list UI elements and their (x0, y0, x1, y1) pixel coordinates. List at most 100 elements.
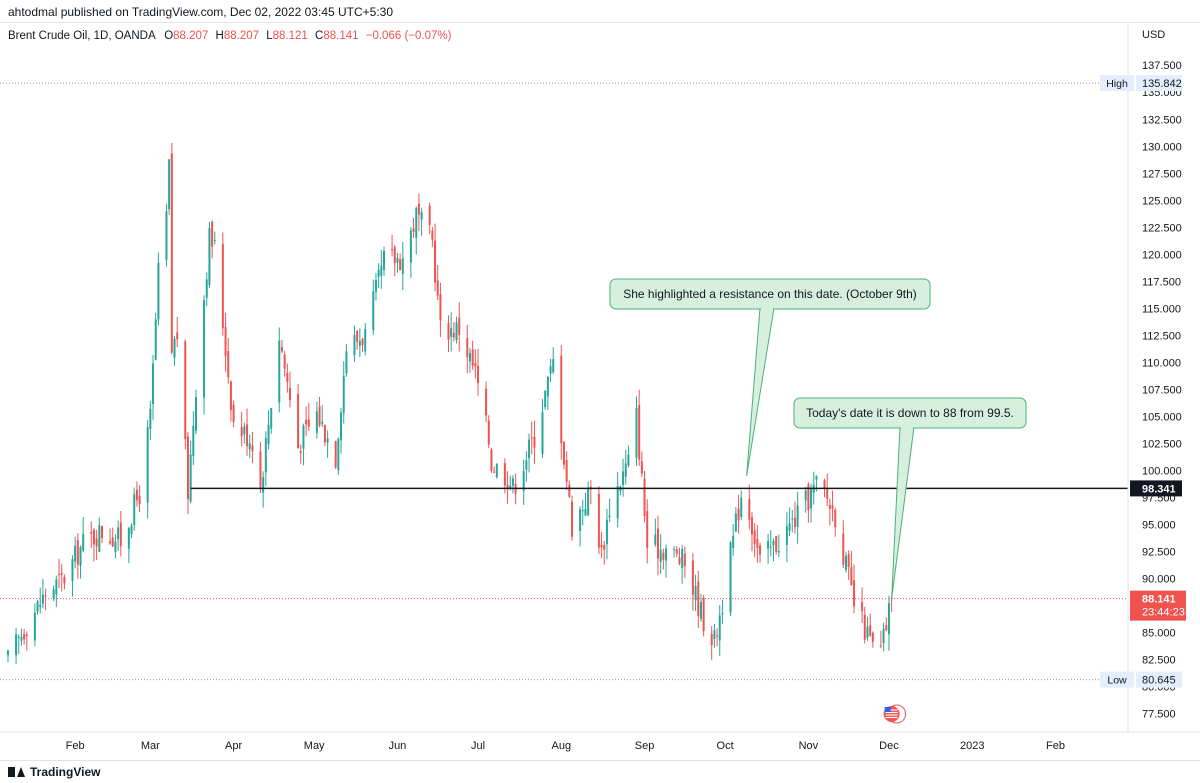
candle-body (342, 375, 345, 413)
candle-body (831, 505, 834, 509)
x-tick-label: Nov (799, 740, 819, 752)
candle-body (251, 445, 254, 452)
candle-body (205, 279, 208, 298)
chart-frame: She highlighted a resistance on this dat… (0, 22, 1200, 760)
resistance-badge-value: 98.341 (1142, 483, 1176, 495)
candle-body (734, 513, 737, 532)
candle-body (117, 527, 120, 540)
candle-body (149, 408, 152, 429)
candle-body (186, 436, 189, 500)
candle-body (211, 221, 214, 247)
candle-body (656, 528, 659, 559)
candle-body (262, 477, 265, 493)
candle-body (638, 404, 641, 460)
candle-body (740, 497, 743, 518)
candle-body (340, 412, 343, 441)
symbol-name: Brent Crude Oil, 1D, OANDA (8, 30, 156, 42)
candle-body (135, 489, 138, 501)
close-value: 88.141 (323, 30, 358, 42)
y-tick-label: 125.000 (1142, 195, 1182, 207)
candle-body (759, 545, 762, 555)
current-price-badge (1130, 590, 1186, 621)
candle-body (127, 527, 130, 549)
candle-body (791, 518, 794, 520)
y-tick-label: 107.500 (1142, 384, 1182, 396)
candle-body (79, 546, 82, 566)
x-tick-label: Sep (635, 740, 655, 752)
candle-body (90, 531, 93, 534)
high-value-bg (1136, 75, 1182, 92)
candle-body (157, 262, 160, 320)
y-tick-label: 82.500 (1142, 655, 1176, 667)
candle-body (603, 544, 606, 550)
candle-body (775, 536, 778, 552)
candle-body (587, 487, 590, 516)
candle-body (114, 541, 117, 553)
tradingview-brand: TradingView (30, 765, 101, 779)
candle-body (55, 579, 58, 595)
candle-body (546, 376, 549, 397)
candle-body (522, 471, 525, 491)
candle-body (270, 408, 273, 429)
candle-body (227, 351, 230, 378)
candle-body (646, 511, 649, 549)
price-chart[interactable]: She highlighted a resistance on this dat… (0, 22, 1200, 760)
x-tick-label: Aug (551, 740, 571, 752)
y-tick-label: 115.000 (1142, 303, 1181, 315)
candle-body (289, 388, 292, 400)
y-tick-label: 85.000 (1142, 628, 1176, 640)
callout-pointer (746, 307, 775, 476)
candle-body (361, 338, 364, 346)
candle-body (750, 517, 753, 535)
y-tick-label: 132.500 (1142, 114, 1182, 126)
candle-body (74, 545, 77, 562)
candle-body (439, 294, 442, 321)
candle-body (702, 597, 705, 632)
candle-body (699, 602, 702, 619)
candle-body (635, 407, 638, 458)
candle-body (20, 637, 23, 641)
candle-body (337, 438, 340, 471)
x-tick-label: 2023 (960, 740, 984, 752)
candle-body (847, 554, 850, 567)
candle-body (152, 363, 155, 405)
candle-body (729, 542, 732, 613)
candle-body (307, 419, 310, 427)
candle-body (828, 504, 831, 509)
candle-body (683, 553, 686, 567)
x-tick-label: Dec (879, 740, 899, 752)
candle-body (39, 604, 42, 608)
candle-body (477, 365, 480, 384)
candle-body (374, 279, 377, 292)
candle-body (420, 211, 423, 220)
candle-body (571, 501, 574, 537)
candle-body (562, 442, 565, 465)
low-label: L (266, 30, 273, 42)
candle-body (447, 323, 450, 340)
candle-body (232, 404, 235, 422)
candle-body (267, 424, 270, 445)
candle-body (111, 537, 114, 547)
candle-body (605, 519, 608, 545)
candle-body (844, 555, 847, 570)
candle-body (885, 625, 888, 631)
candle-body (659, 549, 662, 562)
candle-body (471, 349, 474, 366)
candle-body (823, 480, 826, 489)
candle-body (377, 269, 380, 277)
candle-body (101, 525, 104, 539)
candle-body (793, 517, 796, 528)
candle-body (391, 249, 394, 251)
candle-body (495, 463, 498, 478)
candle-body (487, 420, 490, 445)
candle-body (608, 515, 611, 518)
candle-body (796, 505, 799, 527)
close-label: C (315, 30, 323, 42)
candle-body (240, 427, 243, 437)
candle-body (810, 488, 813, 509)
high-value: 88.207 (224, 30, 259, 42)
high-tag-bg (1100, 75, 1134, 92)
y-tick-label: 90.000 (1142, 574, 1176, 586)
y-tick-label: 117.500 (1142, 276, 1181, 288)
y-tick-label: 95.000 (1142, 520, 1176, 532)
